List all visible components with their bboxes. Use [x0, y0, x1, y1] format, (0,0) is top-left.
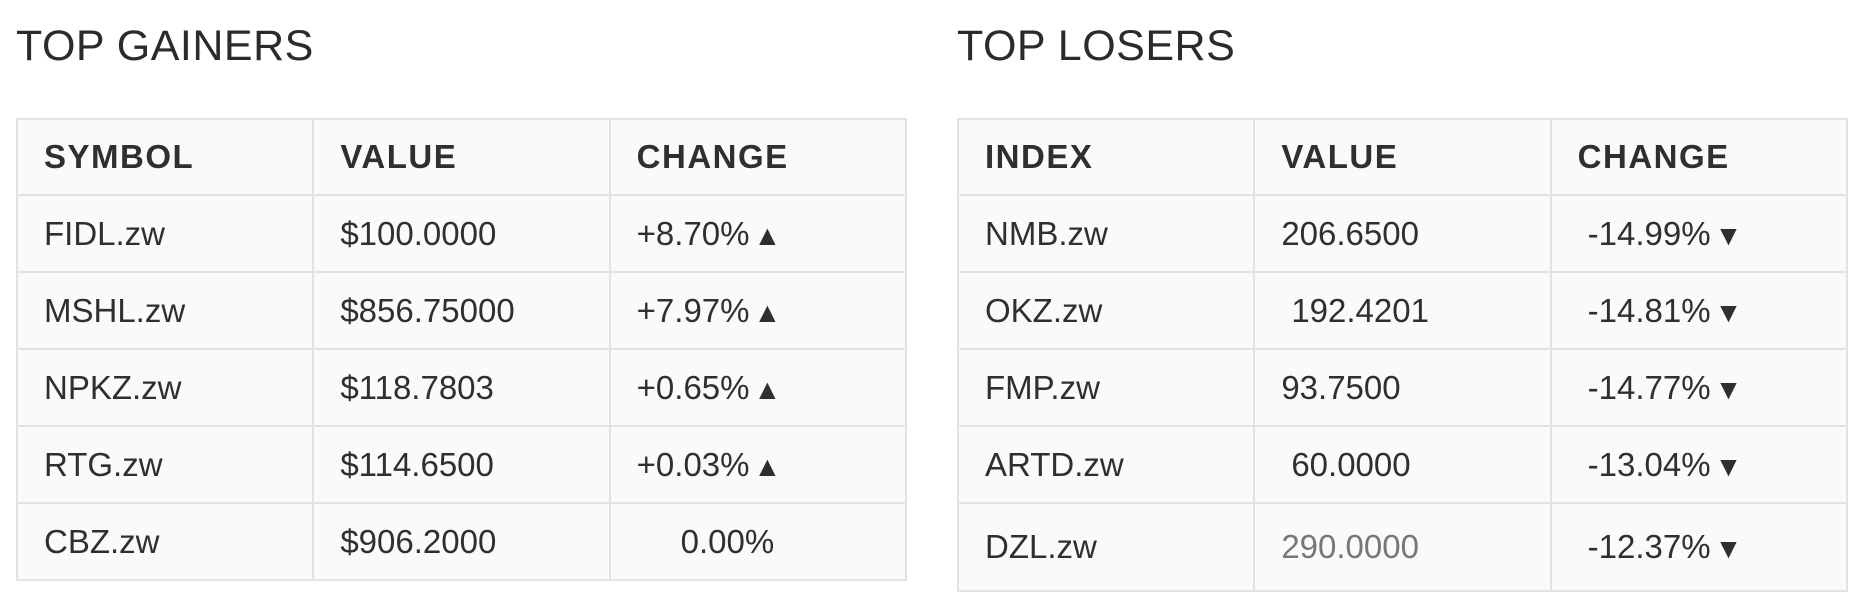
symbol-cell: RTG.zw [15, 425, 315, 504]
column-header-value: VALUE [1253, 118, 1552, 196]
change-value: +8.70% [636, 214, 750, 252]
change-cell: +0.03% ▲ [608, 425, 908, 504]
change-value: -14.99% [1587, 214, 1711, 252]
symbol-cell: DZL.zw [956, 502, 1256, 592]
triangle-up-icon: ▲ [753, 450, 782, 482]
triangle-down-icon: ▼ [1714, 373, 1743, 405]
table-row: CBZ.zw $906.2000 0.00% [15, 502, 908, 581]
change-cell: -12.37% ▼ [1549, 502, 1849, 592]
column-header-change: CHANGE [608, 118, 908, 196]
value-cell: $856.75000 [312, 271, 611, 350]
symbol-cell: MSHL.zw [15, 271, 315, 350]
table-row: OKZ.zw 192.4201 -14.81% ▼ [956, 271, 1849, 350]
value-cell: $118.7803 [312, 348, 611, 427]
change-cell: 0.00% [608, 502, 908, 581]
symbol-cell: NPKZ.zw [15, 348, 315, 427]
change-cell: +0.65% ▲ [608, 348, 908, 427]
symbol-cell: FIDL.zw [15, 194, 315, 273]
symbol-cell: NMB.zw [956, 194, 1256, 273]
change-value: -13.04% [1587, 445, 1711, 483]
change-cell: -13.04% ▼ [1549, 425, 1849, 504]
table-header-row: SYMBOL VALUE CHANGE [15, 118, 908, 196]
column-header-index: INDEX [956, 118, 1256, 196]
triangle-up-icon: ▲ [753, 296, 782, 328]
table-row: NMB.zw 206.6500 -14.99% ▼ [956, 194, 1849, 273]
change-value: +0.03% [636, 445, 750, 483]
column-header-change: CHANGE [1549, 118, 1849, 196]
change-value: -12.37% [1587, 528, 1711, 565]
triangle-down-icon: ▼ [1714, 450, 1743, 482]
symbol-cell: ARTD.zw [956, 425, 1256, 504]
symbol-cell: OKZ.zw [956, 271, 1256, 350]
triangle-down-icon: ▼ [1714, 533, 1743, 564]
value-cell: $114.6500 [312, 425, 611, 504]
column-header-symbol: SYMBOL [15, 118, 315, 196]
symbol-cell: FMP.zw [956, 348, 1256, 427]
value-cell: $906.2000 [312, 502, 611, 581]
change-cell: +7.97% ▲ [608, 271, 908, 350]
table-row: FMP.zw 93.7500 -14.77% ▼ [956, 348, 1849, 427]
table-row: MSHL.zw $856.75000 +7.97% ▲ [15, 271, 908, 350]
value-cell: 290.0000 [1253, 502, 1552, 592]
triangle-down-icon: ▼ [1714, 296, 1743, 328]
column-header-value: VALUE [312, 118, 611, 196]
value-cell: $100.0000 [312, 194, 611, 273]
table-row: DZL.zw 290.0000 -12.37% ▼ [956, 502, 1849, 592]
table-row: ARTD.zw 60.0000 -13.04% ▼ [956, 425, 1849, 504]
table-row: FIDL.zw $100.0000 +8.70% ▲ [15, 194, 908, 273]
change-value: +0.65% [636, 368, 750, 406]
top-gainers-title: TOP GAINERS [16, 22, 314, 70]
change-cell: -14.99% ▼ [1549, 194, 1849, 273]
change-value: -14.77% [1587, 368, 1711, 406]
table-header-row: INDEX VALUE CHANGE [956, 118, 1849, 196]
table-row: NPKZ.zw $118.7803 +0.65% ▲ [15, 348, 908, 427]
change-cell: -14.81% ▼ [1549, 271, 1849, 350]
top-gainers-table: SYMBOL VALUE CHANGE FIDL.zw $100.0000 +8… [15, 118, 908, 581]
triangle-up-icon: ▲ [753, 373, 782, 405]
table-row: RTG.zw $114.6500 +0.03% ▲ [15, 425, 908, 504]
value-cell: 60.0000 [1253, 425, 1552, 504]
top-losers-table: INDEX VALUE CHANGE NMB.zw 206.6500 -14.9… [956, 118, 1849, 592]
triangle-up-icon: ▲ [753, 219, 782, 251]
top-losers-title: TOP LOSERS [957, 22, 1236, 70]
change-cell: +8.70% ▲ [608, 194, 908, 273]
change-value: -14.81% [1587, 291, 1711, 329]
value-cell: 93.7500 [1253, 348, 1552, 427]
change-value: 0.00% [680, 522, 775, 560]
symbol-cell: CBZ.zw [15, 502, 315, 581]
value-cell: 206.6500 [1253, 194, 1552, 273]
value-cell: 192.4201 [1253, 271, 1552, 350]
triangle-down-icon: ▼ [1714, 219, 1743, 251]
change-value: +7.97% [636, 291, 750, 329]
change-cell: -14.77% ▼ [1549, 348, 1849, 427]
